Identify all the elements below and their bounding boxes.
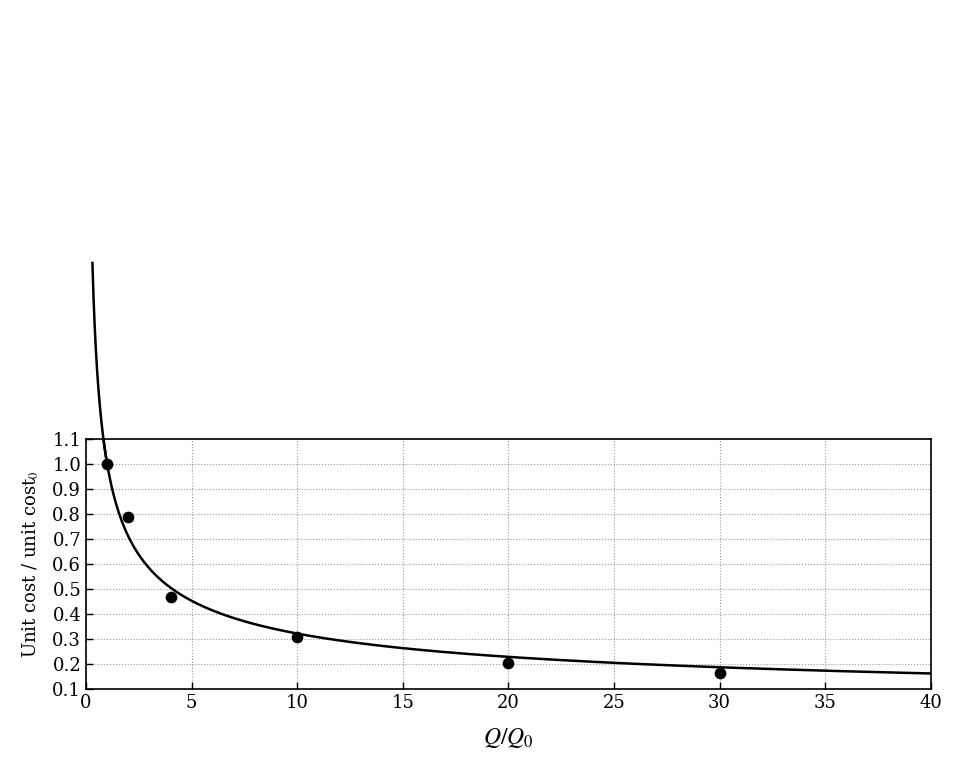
Point [712,667,727,679]
Point [163,591,178,603]
Y-axis label: Unit cost / unit cost$_0$: Unit cost / unit cost$_0$ [21,470,41,658]
Point [290,631,305,643]
Point [120,510,136,523]
X-axis label: $\mathit{Q/Q_0}$: $\mathit{Q/Q_0}$ [483,726,534,750]
Point [99,458,115,470]
Point [501,657,516,669]
